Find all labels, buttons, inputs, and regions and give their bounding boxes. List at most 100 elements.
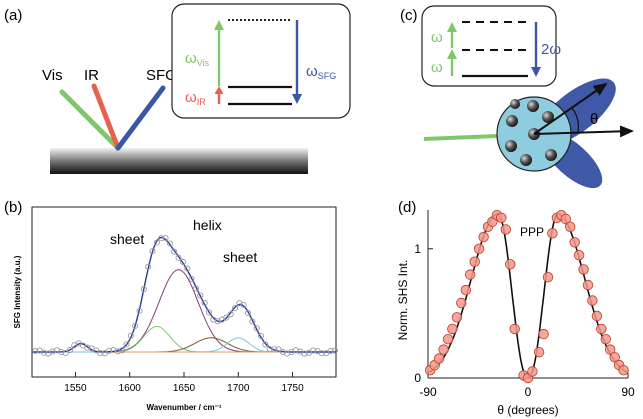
data-point-marker [119, 347, 126, 354]
shs-data-point [533, 347, 545, 358]
x-tick-label: 1650 [173, 383, 196, 394]
data-point-marker [66, 347, 74, 354]
data-point-marker [258, 332, 265, 340]
shs-data-point [587, 295, 598, 306]
data-point-marker [140, 286, 147, 293]
omega-sfg-label: ωSFG [306, 63, 336, 81]
data-point-marker [58, 348, 65, 356]
shs-data-point [438, 344, 449, 355]
shs-data-point [565, 221, 576, 233]
data-point-marker [227, 311, 234, 318]
vis-beam [59, 89, 121, 151]
shs-data-point [542, 272, 554, 283]
data-point-marker [84, 344, 91, 351]
shs-data-point [596, 323, 607, 335]
data-point-marker [166, 240, 173, 247]
omega-vis-label: ωVis [185, 50, 210, 68]
theta-label: θ [590, 111, 598, 128]
shs-data-point [433, 353, 445, 364]
shs-data-point [538, 328, 549, 340]
molecule-bead [510, 99, 520, 109]
omega-label-lower: ω [431, 59, 443, 76]
data-point-marker [223, 314, 230, 321]
plot-b-x-ticks: 1550 1600 1650 1700 1750 [64, 372, 304, 394]
data-point-marker [201, 299, 208, 306]
peak-label-sheet-left: sheet [110, 231, 144, 247]
reference-axis-arrow [533, 125, 634, 138]
data-point-marker [145, 263, 152, 270]
plot-d-xlabel: θ (degrees) [497, 403, 558, 417]
data-point-marker [153, 239, 160, 246]
ir-beam [91, 83, 121, 151]
shs-data-point [465, 269, 476, 280]
adsorbed-molecules [505, 99, 557, 166]
shs-data-point [591, 310, 603, 322]
data-point-marker [123, 341, 130, 348]
shs-data-point [460, 284, 472, 296]
data-point-marker [197, 292, 204, 299]
fit-component-line [32, 269, 336, 353]
data-point-marker [192, 285, 199, 292]
omega-ir-label: ωIR [185, 89, 206, 107]
molecule-bead [506, 115, 518, 127]
shs-data-point [478, 231, 489, 243]
data-point-marker [132, 322, 139, 329]
data-point-marker [262, 341, 269, 348]
data-point-marker [245, 309, 252, 317]
data-point-marker [188, 275, 195, 282]
data-point-marker [179, 258, 186, 265]
data-point-marker [184, 265, 191, 272]
shs-data-point [547, 228, 558, 239]
data-point-marker [97, 350, 104, 357]
shs-data-point [500, 224, 512, 235]
ir-label: IR [84, 67, 99, 84]
data-point-marker [327, 347, 334, 354]
molecule-bead [527, 100, 539, 112]
x-tick-label: 1750 [281, 383, 304, 394]
shs-data-point [600, 334, 612, 345]
shs-data-point [456, 297, 467, 309]
data-point-marker [171, 248, 178, 255]
shs-data-point [442, 334, 454, 345]
data-point-marker [231, 304, 239, 312]
peak-label-helix: helix [193, 217, 222, 233]
x-tick-label: 1600 [119, 383, 142, 394]
ir-arrowhead [214, 86, 224, 94]
panel-c-label: (c) [400, 7, 418, 24]
y-tick-label: 1 [414, 242, 421, 256]
shs-data-point [569, 237, 580, 248]
data-point-marker [253, 325, 260, 332]
shs-data-point [609, 352, 620, 363]
panel-b: (b) 1550 1600 1650 1700 1750 sheet helix she… [4, 199, 338, 412]
peak-label-sheet-right: sheet [223, 249, 257, 265]
data-point-marker [127, 332, 134, 339]
shs-data-point [618, 365, 629, 376]
vis-arrowhead [214, 20, 224, 30]
polarization-label: PPP [520, 225, 544, 239]
energy-level-box [171, 3, 351, 119]
shs-data-point [447, 323, 458, 335]
panel-a: (a) Vis IR SFG ωVis ωIR ωSFG [4, 3, 351, 174]
y-tick-label: 0 [414, 371, 421, 385]
data-point-marker [149, 248, 156, 255]
data-point-marker [266, 346, 273, 353]
x-tick-label: 90 [621, 385, 635, 399]
two-omega-label: 2ω [541, 41, 561, 58]
data-point-marker [110, 346, 117, 354]
fit-envelope-line [32, 236, 336, 353]
plot-d-ylabel: Norm. SHS Int. [396, 260, 410, 341]
data-point-marker [292, 347, 299, 354]
plot-b-ylabel: SFG Intensity (a.u.) [13, 255, 22, 328]
shs-data-point [560, 213, 572, 225]
omega-arrowhead-lower [447, 49, 457, 59]
shs-data-point [582, 279, 594, 291]
data-point-marker [40, 349, 47, 356]
panel-a-label: (a) [4, 7, 22, 24]
data-point-marker [318, 350, 325, 357]
x-tick-label: 1550 [64, 383, 87, 394]
data-point-marker [32, 347, 39, 355]
shs-data-point [496, 212, 507, 224]
data-point-marker [249, 318, 256, 325]
